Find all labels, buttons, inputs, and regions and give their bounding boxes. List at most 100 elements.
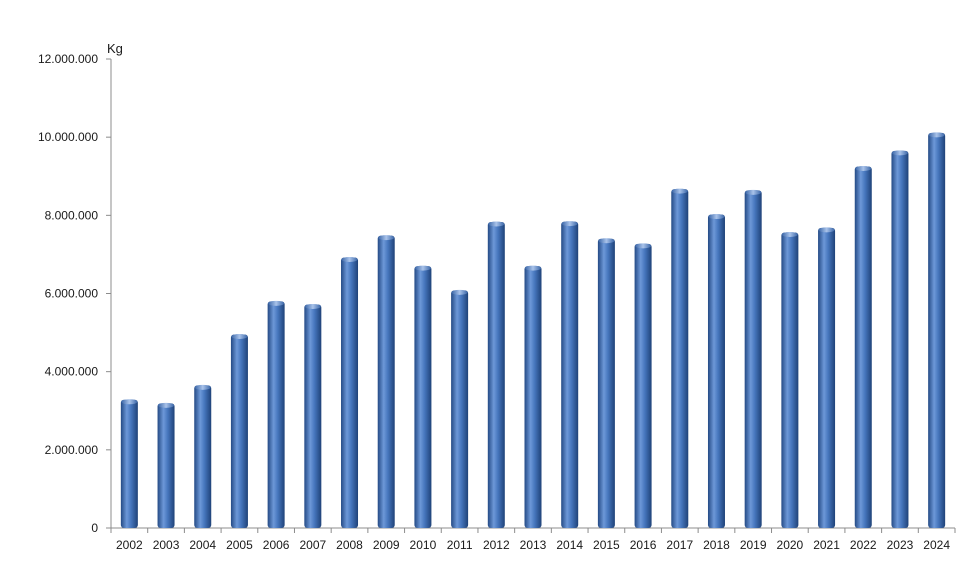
x-tick-label: 2021 [813, 538, 840, 552]
bar-cap [855, 165, 872, 171]
bar-body [818, 227, 836, 528]
bar-body [781, 232, 799, 528]
bar-body [671, 189, 689, 528]
x-tick-label: 2002 [116, 538, 143, 552]
bar [120, 399, 138, 528]
bar-cap [268, 300, 285, 306]
bar [891, 150, 909, 529]
bar [561, 221, 579, 528]
bar-cap [341, 257, 358, 263]
x-tick-label: 2024 [923, 538, 950, 552]
x-axis: 2002 2003 2004 2005 2006 2007 2008 2009 2010 2011… [110, 527, 956, 552]
bar [230, 334, 248, 528]
x-tick-label: 2016 [630, 538, 657, 552]
bar [524, 265, 542, 528]
bar [341, 257, 359, 528]
x-tick-label: 2010 [410, 538, 437, 552]
bar-body [744, 190, 762, 528]
x-tick-label: 2014 [556, 538, 583, 552]
bar-cap [121, 399, 138, 405]
bar-cap [194, 384, 211, 390]
bar-body [524, 266, 542, 528]
bar-cap [598, 238, 615, 244]
bar [781, 232, 799, 528]
bar [377, 235, 395, 528]
bar-cap [451, 289, 468, 295]
bar-body [854, 166, 872, 528]
x-tick-label: 2022 [850, 538, 877, 552]
x-tick-label: 2008 [336, 538, 363, 552]
x-tick-label: 2017 [666, 538, 693, 552]
x-tick-label: 2007 [299, 538, 326, 552]
bar-cap [231, 334, 248, 340]
x-tick-label: 2019 [740, 538, 767, 552]
bar-cap [561, 221, 578, 227]
bar [451, 289, 469, 528]
bar [818, 227, 836, 528]
x-tick-label: 2012 [483, 538, 510, 552]
bar-body [304, 304, 322, 528]
y-tick-label: 0 [91, 521, 98, 535]
bar [707, 214, 725, 528]
bar [414, 265, 432, 528]
bar-cap [525, 265, 541, 271]
bar-cap [488, 221, 505, 227]
bar-body [561, 221, 579, 528]
bar-cap [891, 150, 908, 156]
bar-cap [818, 227, 835, 233]
bar-body [377, 235, 395, 528]
bar [194, 384, 212, 528]
bar [267, 300, 285, 528]
bar [854, 165, 872, 528]
x-tick-label: 2006 [263, 538, 290, 552]
bar [487, 221, 505, 529]
bar [671, 188, 689, 528]
bar [597, 238, 615, 529]
bar-cap [414, 265, 431, 271]
bar [157, 402, 175, 528]
bar-body [707, 214, 725, 528]
x-tick-label: 2020 [777, 538, 804, 552]
bar-cap [304, 303, 321, 309]
bar [634, 243, 652, 528]
bar-body [414, 266, 432, 528]
y-tick-label: 4.000.000 [45, 365, 99, 379]
bar-body [891, 150, 909, 529]
bar-cap [708, 214, 725, 220]
bar-cap [378, 235, 395, 241]
bar-body [487, 221, 505, 529]
bar-body [194, 385, 212, 528]
bars [120, 132, 946, 529]
bar-body [341, 257, 359, 528]
bar [744, 189, 762, 528]
bar [928, 132, 946, 528]
bar-cap [928, 132, 945, 138]
y-tick-label: 10.000.000 [38, 130, 98, 144]
bar-cap [158, 402, 175, 408]
bar-body [230, 334, 248, 528]
bar-body [451, 290, 469, 528]
x-tick-label: 2003 [153, 538, 180, 552]
x-tick-label: 2013 [520, 538, 547, 552]
bar-body [928, 132, 946, 528]
bar-body [634, 243, 652, 528]
bar-body [597, 238, 615, 529]
bar-cap [671, 188, 688, 194]
y-tick-label: 12.000.000 [38, 52, 98, 66]
x-tick-label: 2023 [887, 538, 914, 552]
bar-body [157, 403, 175, 528]
y-tick-label: 2.000.000 [45, 443, 99, 457]
bar-cap [745, 189, 762, 195]
bar [304, 303, 322, 528]
y-tick-label: 6.000.000 [45, 287, 99, 301]
x-tick-label: 2009 [373, 538, 400, 552]
bar-cap [635, 243, 652, 249]
x-tick-label: 2005 [226, 538, 253, 552]
bar-body [267, 301, 285, 528]
x-tick-label: 2015 [593, 538, 620, 552]
x-tick-label: 2011 [447, 538, 473, 552]
bar-body [120, 399, 138, 528]
bar-cap [781, 232, 798, 238]
x-tick-label: 2004 [189, 538, 216, 552]
